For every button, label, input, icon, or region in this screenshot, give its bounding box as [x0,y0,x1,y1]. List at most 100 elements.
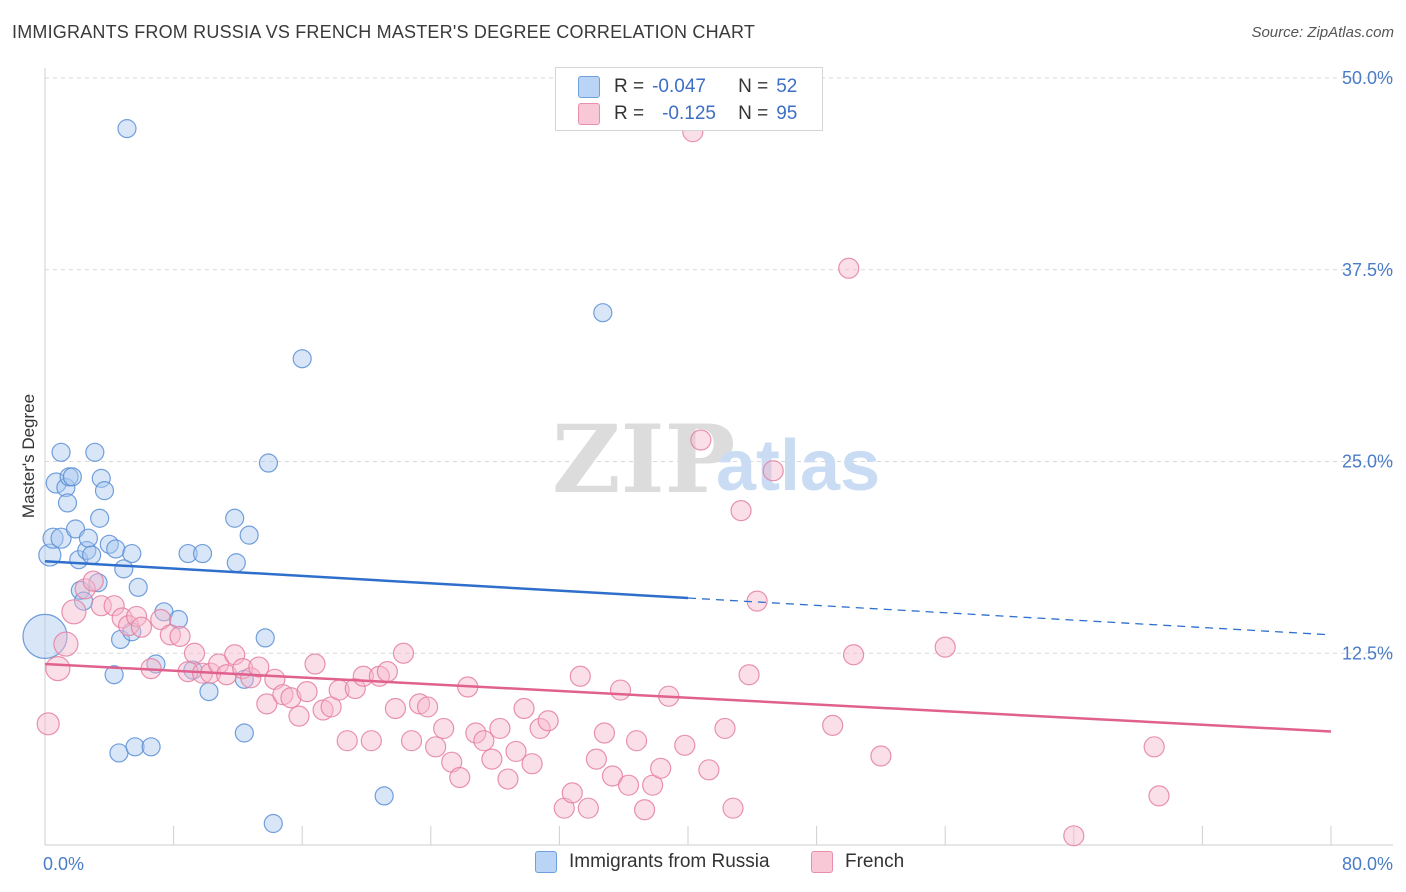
data-point [842,644,865,666]
data-point [585,748,607,770]
data-point [593,722,616,744]
data-point [473,730,495,752]
stats-row-russia: R = -0.047 N = 52 [578,74,797,100]
data-point [425,736,447,758]
data-point [376,661,398,683]
data-point [513,697,535,720]
tick-labels: 12.5% 25.0% 37.5% 50.0% 0.0% 80.0% [43,68,1393,874]
trend-lines [44,559,1332,733]
y-axis-label: Master's Degree [19,394,38,518]
swatch-pink [578,103,600,125]
data-point [617,774,640,796]
data-point [609,679,632,701]
data-point [22,613,68,659]
data-point [537,710,559,732]
r-label: R = [614,76,645,97]
grid-lines [45,77,1393,654]
data-point [103,595,125,617]
data-point [870,745,892,767]
legend-swatch-pink [811,851,833,873]
data-point [91,468,111,488]
trend-line-french [44,662,1332,733]
data-point [61,599,87,625]
data-point [42,527,64,549]
legend-item-russia[interactable]: Immigrants from Russia [535,851,770,873]
data-point [178,543,198,564]
data-point [106,539,126,559]
data-point [384,697,407,720]
data-point [521,753,543,775]
data-point [82,570,104,592]
y-tick-label: 25.0% [1342,452,1393,472]
data-point [822,714,844,736]
data-point [714,717,736,740]
data-point [224,644,246,666]
data-point [730,499,752,522]
swatch-blue [578,76,600,98]
trend-line-russia [44,559,689,600]
data-point [465,722,487,744]
data-point [90,508,110,528]
data-point [255,628,275,648]
data-point [56,477,76,498]
data-point [90,595,112,617]
data-point [292,349,312,369]
data-point [234,723,254,743]
y-tick-label: 50.0% [1342,68,1393,88]
data-point [722,797,744,819]
n-label: N = [738,103,769,124]
legend-swatch-blue [535,851,557,873]
r-label: R = [614,103,645,124]
data-point [104,665,124,685]
data-point [433,717,455,740]
watermark: ZIP atlas [552,405,880,515]
watermark-zip: ZIP [552,405,735,515]
data-point [288,705,310,727]
stats-legend: R = -0.047 N = 52 R = -0.125 N = 95 [555,67,823,131]
data-point [400,730,423,752]
data-point [1148,785,1170,807]
data-point [838,257,860,279]
data-point [633,799,656,821]
x-tick-label: 0.0% [43,854,84,874]
data-point [1143,736,1165,758]
data-point [192,543,213,564]
data-point [130,616,153,638]
series-immigrants-from-russia [22,119,613,834]
n-label: N = [738,76,769,97]
data-point [529,717,551,740]
data-point [762,460,784,482]
data-point [62,467,82,487]
source-label: Source: ZipAtlas.com [1251,24,1394,41]
data-point [199,681,219,702]
data-point [248,656,270,678]
data-point [263,813,283,834]
data-point [141,737,161,757]
data-point [169,625,191,647]
data-point [408,693,431,715]
data-point [934,636,956,658]
data-point [360,730,382,752]
data-point [336,730,358,752]
legend-item-french[interactable]: French [811,851,904,873]
trend-line-russia-extrapolated [687,597,1332,636]
data-point [150,608,172,631]
data-point [569,665,591,687]
data-point [489,717,511,740]
data-point [272,684,294,706]
data-point [239,525,259,545]
data-point [126,605,148,628]
watermark-atlas: atlas [716,426,880,506]
data-point [82,545,102,565]
data-point [117,119,137,139]
data-point [256,693,278,715]
y-tick-label: 37.5% [1342,260,1393,280]
chart-title: IMMIGRANTS FROM RUSSIA VS FRENCH MASTER'… [12,22,756,42]
data-point [1063,825,1085,847]
axes [44,68,1393,846]
data-point [449,766,471,789]
data-point [51,442,71,462]
data-point [183,642,206,664]
data-point [122,543,142,564]
stats-row-french: R = -0.125 N = 95 [578,101,797,127]
